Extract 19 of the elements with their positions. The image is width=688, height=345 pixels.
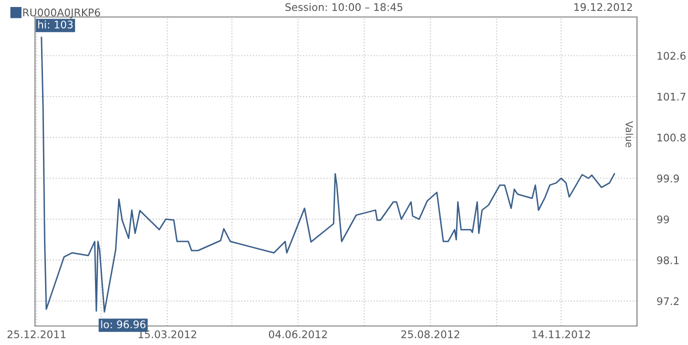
legend-label: RU000A0JRKP6 <box>23 8 100 18</box>
annotation: hi: 103 <box>38 20 73 28</box>
text: Session: 10:00 – 18:45 <box>285 2 402 12</box>
y-tick-label: 99 <box>657 215 669 224</box>
text: 19.12.2012 <box>574 3 632 12</box>
y-tick-label: 100.8 <box>658 134 686 142</box>
x-tick-label: 04.06.2012 <box>268 330 327 338</box>
annotation: lo: 96.96 <box>101 320 146 328</box>
y-tick-label: 102.6 <box>658 52 686 60</box>
x-tick-label: 25.12.2011 <box>8 330 66 338</box>
y-tick-label: 97.2 <box>657 297 679 306</box>
y-tick-label: 101.7 <box>658 92 686 101</box>
y-tick-label: 98.1 <box>657 256 679 264</box>
y-tick-label: 99.9 <box>657 174 679 182</box>
x-tick-label: 25.08.2012 <box>401 330 460 338</box>
x-tick-label: 14.11.2012 <box>532 330 590 338</box>
line-series <box>40 36 616 313</box>
y-axis-title: Value <box>626 121 634 148</box>
x-tick-label: 15.03.2012 <box>138 330 196 338</box>
